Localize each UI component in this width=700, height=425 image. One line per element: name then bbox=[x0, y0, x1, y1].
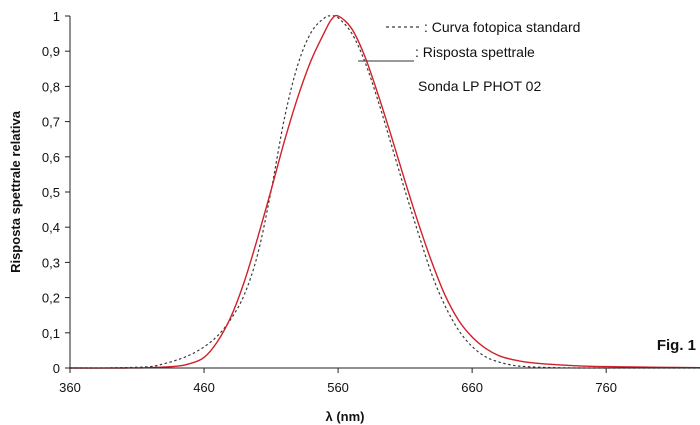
y-tick-label: 1 bbox=[53, 9, 60, 24]
series-line-risposta bbox=[69, 14, 700, 369]
y-tick-label: 0,9 bbox=[42, 44, 60, 59]
y-tick-label: 0,1 bbox=[42, 326, 60, 341]
y-axis-ticks: 0 0,1 0,2 0,3 0,4 0,5 0,6 0,7 0,8 0,9 1 bbox=[42, 9, 70, 376]
legend-entry-risposta: : Risposta spettrale bbox=[415, 44, 535, 60]
y-tick-label: 0,7 bbox=[42, 115, 60, 130]
legend-entry-sonda: Sonda LP PHOT 02 bbox=[418, 78, 541, 94]
x-tick-label: 460 bbox=[193, 380, 215, 395]
y-tick-label: 0,8 bbox=[42, 79, 60, 94]
figure-label: Fig. 1 bbox=[657, 337, 696, 354]
x-tick-label: 560 bbox=[327, 380, 349, 395]
y-axis-title: Risposta spettrale relativa bbox=[8, 110, 23, 273]
legend-entry-fotopica: : Curva fotopica standard bbox=[424, 19, 580, 35]
x-tick-label: 360 bbox=[59, 380, 81, 395]
series-group bbox=[69, 14, 700, 369]
y-tick-label: 0,3 bbox=[42, 255, 60, 270]
x-axis-title: λ (nm) bbox=[326, 409, 365, 424]
y-tick-label: 0,4 bbox=[42, 220, 60, 235]
y-tick-label: 0,2 bbox=[42, 291, 60, 306]
x-tick-label: 760 bbox=[595, 380, 617, 395]
axes bbox=[69, 16, 700, 369]
x-tick-label: 660 bbox=[461, 380, 483, 395]
series-line-fotopica bbox=[69, 15, 700, 369]
y-tick-label: 0,5 bbox=[42, 185, 60, 200]
y-tick-label: 0,6 bbox=[42, 150, 60, 165]
y-tick-label: 0 bbox=[53, 361, 60, 376]
x-axis-ticks: 360 460 560 660 760 bbox=[59, 368, 617, 395]
legend: : Curva fotopica standard : Risposta spe… bbox=[358, 19, 580, 94]
